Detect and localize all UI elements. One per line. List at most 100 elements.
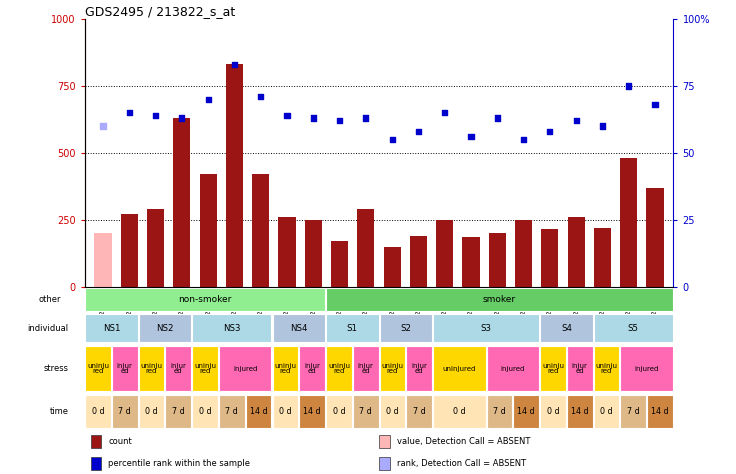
Bar bbox=[85, 346, 111, 392]
Text: S5: S5 bbox=[628, 324, 639, 333]
Text: stress: stress bbox=[43, 364, 68, 373]
Bar bbox=[379, 436, 389, 448]
Point bbox=[492, 114, 503, 122]
Bar bbox=[433, 346, 486, 392]
Bar bbox=[380, 346, 406, 392]
Text: percentile rank within the sample: percentile rank within the sample bbox=[108, 459, 250, 468]
Point bbox=[255, 93, 266, 100]
Bar bbox=[410, 236, 427, 287]
Bar bbox=[567, 217, 584, 287]
Bar bbox=[406, 395, 432, 428]
Text: uninju
red: uninju red bbox=[381, 363, 403, 374]
Point bbox=[544, 128, 556, 135]
Bar bbox=[300, 346, 325, 392]
Bar bbox=[594, 395, 620, 428]
Bar bbox=[594, 314, 673, 342]
Text: injur
ed: injur ed bbox=[358, 363, 374, 374]
Point bbox=[570, 117, 582, 125]
Text: 7 d: 7 d bbox=[413, 407, 425, 416]
Point bbox=[623, 82, 634, 90]
Text: NS4: NS4 bbox=[290, 324, 308, 333]
Text: injur
ed: injur ed bbox=[117, 363, 132, 374]
Text: individual: individual bbox=[27, 324, 68, 333]
Text: 0 d: 0 d bbox=[199, 407, 211, 416]
Bar bbox=[85, 314, 138, 342]
Point bbox=[281, 111, 293, 119]
Bar bbox=[594, 228, 611, 287]
Bar bbox=[305, 220, 322, 287]
Bar bbox=[542, 229, 559, 287]
Text: S2: S2 bbox=[400, 324, 411, 333]
Text: uninjured: uninjured bbox=[442, 365, 476, 372]
Text: injured: injured bbox=[500, 365, 525, 372]
Text: non-smoker: non-smoker bbox=[178, 295, 232, 304]
Bar bbox=[406, 346, 432, 392]
Bar bbox=[85, 288, 325, 311]
Text: 0 d: 0 d bbox=[145, 407, 158, 416]
Bar bbox=[380, 314, 432, 342]
Bar bbox=[91, 436, 101, 448]
Text: 0 d: 0 d bbox=[333, 407, 345, 416]
Point bbox=[649, 101, 661, 109]
Bar bbox=[226, 64, 243, 287]
Bar bbox=[85, 287, 673, 340]
Text: count: count bbox=[108, 438, 132, 447]
Bar bbox=[326, 346, 352, 392]
Bar bbox=[379, 457, 389, 470]
Text: injur
ed: injur ed bbox=[411, 363, 427, 374]
Text: 0 d: 0 d bbox=[601, 407, 613, 416]
Bar bbox=[383, 246, 400, 287]
Bar bbox=[358, 209, 375, 287]
Bar bbox=[174, 118, 191, 287]
Bar bbox=[219, 395, 244, 428]
Bar bbox=[433, 314, 539, 342]
Text: uninju
red: uninju red bbox=[87, 363, 109, 374]
Bar bbox=[91, 457, 101, 470]
Text: 14 d: 14 d bbox=[571, 407, 589, 416]
Bar bbox=[620, 395, 646, 428]
Bar bbox=[138, 395, 164, 428]
Bar bbox=[300, 395, 325, 428]
Bar bbox=[515, 220, 532, 287]
Text: injured: injured bbox=[634, 365, 659, 372]
Text: rank, Detection Call = ABSENT: rank, Detection Call = ABSENT bbox=[397, 459, 526, 468]
Point bbox=[149, 111, 161, 119]
Text: 0 d: 0 d bbox=[453, 407, 466, 416]
Text: 7 d: 7 d bbox=[225, 407, 238, 416]
Text: 14 d: 14 d bbox=[651, 407, 669, 416]
Text: 14 d: 14 d bbox=[250, 407, 267, 416]
Bar bbox=[147, 209, 164, 287]
Bar bbox=[462, 237, 480, 287]
Bar bbox=[272, 395, 298, 428]
Text: S4: S4 bbox=[561, 324, 572, 333]
Text: uninju
red: uninju red bbox=[141, 363, 163, 374]
Point bbox=[202, 96, 214, 103]
Text: 14 d: 14 d bbox=[303, 407, 321, 416]
Point bbox=[176, 114, 188, 122]
Text: time: time bbox=[49, 407, 68, 416]
Point bbox=[517, 136, 529, 143]
Bar bbox=[166, 346, 191, 392]
Bar bbox=[486, 346, 539, 392]
Text: uninju
red: uninju red bbox=[542, 363, 564, 374]
Bar bbox=[272, 346, 298, 392]
Bar bbox=[326, 288, 673, 311]
Bar bbox=[192, 314, 272, 342]
Text: 7 d: 7 d bbox=[493, 407, 506, 416]
Bar bbox=[567, 346, 592, 392]
Bar bbox=[121, 214, 138, 287]
Point bbox=[333, 117, 345, 125]
Text: uninju
red: uninju red bbox=[194, 363, 216, 374]
Point bbox=[465, 133, 477, 141]
Bar bbox=[540, 346, 566, 392]
Bar bbox=[94, 233, 112, 287]
Bar bbox=[112, 346, 138, 392]
Bar bbox=[252, 174, 269, 287]
Point bbox=[597, 122, 609, 130]
Bar bbox=[272, 314, 325, 342]
Bar bbox=[594, 346, 620, 392]
Point bbox=[360, 114, 372, 122]
Bar bbox=[647, 395, 673, 428]
Bar bbox=[489, 233, 506, 287]
Text: other: other bbox=[38, 295, 60, 304]
